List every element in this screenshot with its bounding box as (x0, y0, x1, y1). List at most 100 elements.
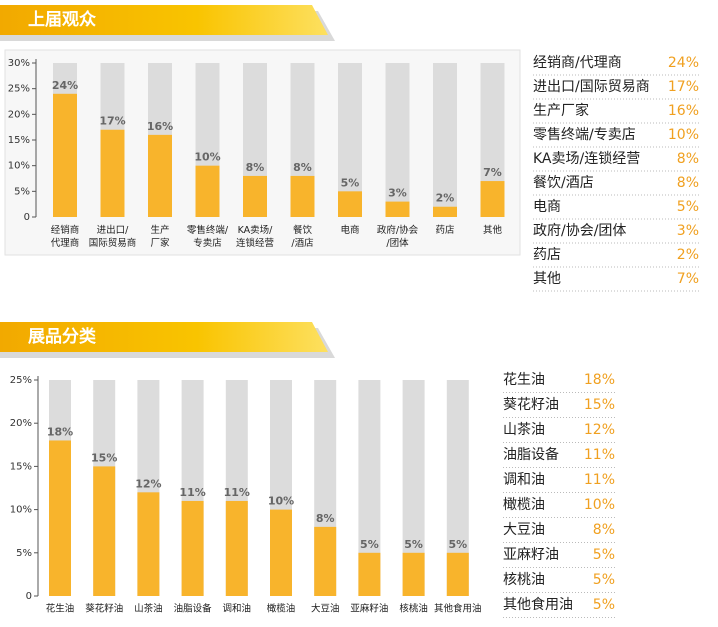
x-tick-label-line: 政府/协会 (377, 224, 419, 236)
x-tick-label-line: 国际贸易商 (89, 237, 137, 249)
value-label: 7% (483, 166, 502, 179)
y-tick-label: 30% (8, 58, 30, 69)
y-tick-label: 15% (10, 461, 32, 472)
table-value: 5% (593, 597, 615, 613)
value-label: 2% (436, 192, 455, 205)
table-value: 11% (584, 447, 615, 463)
x-tick-label: 生产厂家 (150, 224, 170, 249)
table-value: 17% (668, 79, 699, 95)
bar (195, 165, 220, 217)
x-tick-label: 核桃油 (399, 603, 428, 615)
value-label: 5% (360, 538, 379, 551)
value-label: 8% (316, 512, 335, 525)
bar-track (433, 63, 457, 217)
table-label: 油脂设备 (503, 446, 559, 463)
table-label: 零售终端/专卖店 (533, 127, 636, 143)
bar (385, 201, 410, 217)
bar (270, 509, 292, 596)
table-label: 亚麻籽油 (503, 547, 559, 563)
bar (93, 466, 116, 596)
bar (338, 191, 362, 217)
x-tick-label: 调和油 (223, 603, 252, 615)
bar (243, 175, 267, 217)
table-value: 10% (584, 497, 615, 513)
bar (181, 500, 204, 596)
table-label: 橄榄油 (503, 497, 545, 513)
x-tick-label: 电商 (340, 224, 359, 236)
table-label: 药店 (533, 247, 561, 263)
table-value: 8% (677, 151, 699, 167)
table-label: 调和油 (503, 472, 545, 488)
table-label: 其他食用油 (503, 596, 573, 613)
bar (446, 552, 469, 596)
x-tick-label: 进出口/国际贸易商 (89, 224, 137, 249)
x-tick-label: 药店 (435, 224, 454, 236)
x-tick-label: 葵花籽油 (85, 603, 123, 615)
bar (402, 552, 425, 596)
bar-track (358, 380, 381, 596)
y-tick-label: 20% (10, 418, 32, 429)
y-tick-label: 20% (8, 109, 30, 120)
x-tick-label: 大豆油 (311, 603, 340, 615)
table-label: 政府/协会/团体 (533, 223, 626, 239)
section-title: 展品分类 (28, 326, 97, 347)
banner (0, 322, 328, 352)
x-tick-label-line: 餐饮 (293, 224, 313, 236)
x-tick-label: 零售终端/专卖店 (187, 224, 229, 249)
table-value: 16% (668, 103, 699, 119)
value-label: 12% (135, 477, 161, 490)
value-label: 24% (52, 79, 78, 92)
bar (53, 93, 77, 217)
x-tick-label-line: 代理商 (51, 237, 80, 249)
x-tick-label-line: /酒店 (291, 237, 313, 249)
y-tick-label: 5% (16, 548, 32, 559)
x-tick-label: 其他 (483, 224, 503, 236)
x-tick-label-line: 专卖店 (193, 237, 222, 249)
value-label: 11% (224, 486, 250, 499)
bar-track (402, 380, 425, 596)
y-tick-label: 0 (26, 591, 32, 602)
x-tick-label: 山茶油 (134, 603, 163, 615)
x-tick-label-line: 药店 (435, 224, 454, 236)
x-tick-label-line: 经销商 (51, 224, 80, 236)
value-label: 8% (293, 161, 312, 174)
value-label: 15% (91, 451, 117, 464)
table-label: 山茶油 (503, 422, 545, 438)
x-tick-label: 其他食用油 (434, 603, 482, 615)
value-label: 3% (388, 187, 407, 200)
bar-track (446, 380, 469, 596)
table-label: KA卖场/连锁经营 (533, 151, 640, 167)
value-label: 16% (147, 120, 173, 133)
table-value: 5% (593, 547, 615, 563)
table-value: 10% (668, 127, 699, 143)
table-value: 7% (677, 271, 699, 287)
table-label: 餐饮/酒店 (533, 175, 594, 191)
table-label: 经销商/代理商 (533, 55, 622, 71)
y-tick-label: 25% (8, 84, 30, 95)
value-label: 10% (194, 151, 220, 164)
y-tick-label: 10% (10, 505, 32, 516)
bar (480, 181, 505, 217)
table-label: 进出口/国际贸易商 (533, 79, 650, 95)
x-tick-label: 亚麻籽油 (350, 603, 388, 615)
table-label: 大豆油 (503, 522, 545, 538)
bar (290, 175, 315, 217)
x-tick-label-line: 进出口/ (97, 224, 130, 236)
table-label: 其他 (533, 271, 561, 287)
x-tick-label-line: 其他 (483, 224, 503, 236)
value-label: 8% (246, 161, 265, 174)
y-tick-label: 5% (14, 186, 30, 197)
x-tick-label: KA卖场/连锁经营 (236, 225, 274, 249)
y-tick-label: 10% (8, 161, 30, 172)
table-label: 电商 (533, 199, 561, 215)
bar (49, 440, 71, 596)
table-label: 葵花籽油 (503, 397, 559, 413)
x-tick-label: 经销商代理商 (51, 224, 80, 249)
x-tick-label: 花生油 (46, 603, 75, 615)
y-tick-label: 25% (10, 375, 32, 386)
bar (225, 500, 248, 596)
bar (433, 206, 457, 217)
x-tick-label-line: 零售终端/ (187, 224, 229, 236)
table-value: 24% (668, 55, 699, 71)
